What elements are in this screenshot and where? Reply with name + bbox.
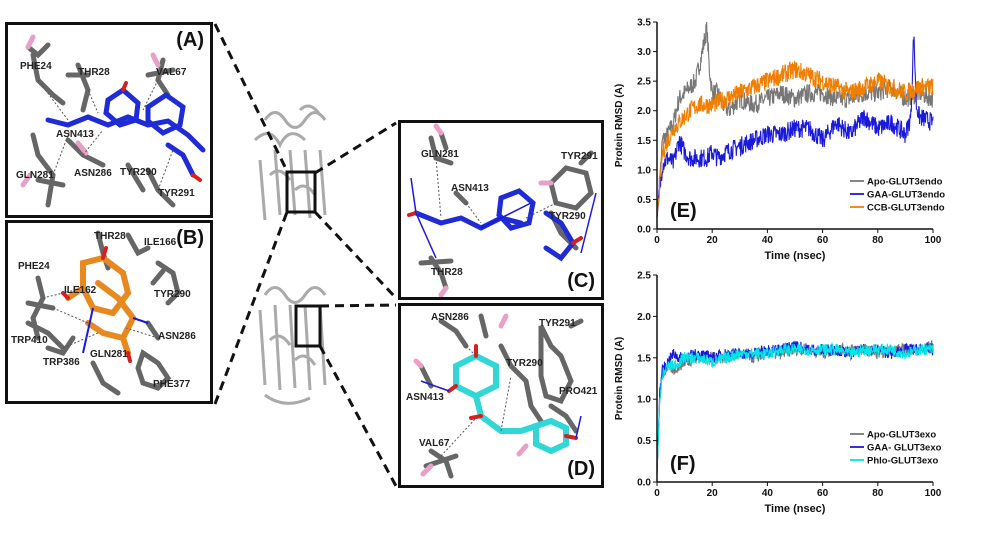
panel-c-binding-site: (C) GLN281 TYR291 ASN413 TYR290 THR28 [398,120,604,300]
x-tick-label: 0 [654,488,660,499]
y-tick-label: 2.0 [637,106,651,117]
residue-label: TYR291 [561,151,598,162]
panel-d-structure-drawing [413,313,584,479]
x-tick-label: 80 [872,488,884,499]
residue-label: ASN413 [451,183,489,194]
y-tick-label: 1.5 [637,353,651,364]
y-tick-label: 0.5 [637,436,651,447]
y-tick-label: 0.0 [637,225,651,236]
y-tick-label: 2.5 [637,271,651,282]
residue-label: THR28 [78,67,110,78]
x-tick-label: 20 [707,235,719,246]
x-axis-label: Time (nsec) [765,503,826,515]
residue-label: PHE24 [20,61,52,72]
y-axis-label: Protein RMSD (A) [614,337,625,420]
y-tick-label: 3.0 [637,47,651,58]
series-line-CCB-GLUT3endo [656,60,934,218]
x-tick-label: 100 [925,235,942,246]
residue-label: THR28 [94,231,126,242]
panel-b-binding-site: (B) THR28 ILE166 PHE24 ILE162 TYR290 TRP… [5,220,213,404]
residue-label: GLN281 [421,149,459,160]
legend-label: GAA-GLUT3endo [867,190,945,201]
residue-label: TYR290 [154,289,191,300]
panel-b-structure-drawing [25,230,181,396]
legend-label: GAA- GLUT3exo [867,443,942,454]
chart-panel-label: (F) [670,453,696,475]
series-line-Phlo-GLUT3exo [656,341,934,474]
x-tick-label: 60 [817,235,829,246]
x-tick-label: 40 [762,488,774,499]
panel-c-structure-drawing [407,123,597,297]
y-tick-label: 1.5 [637,136,651,147]
panel-a-binding-site: (A) PHE24 THR28 VAL67 ASN413 GLN281 ASN2… [5,22,213,218]
y-tick-label: 3.5 [637,18,651,29]
residue-label: ASN286 [431,312,469,323]
y-tick-label: 0.0 [637,478,651,489]
x-tick-label: 20 [707,488,719,499]
y-tick-label: 1.0 [637,395,651,406]
x-axis-label: Time (nsec) [765,250,826,262]
panel-d-label: (D) [567,458,595,480]
y-tick-label: 2.5 [637,77,651,88]
residue-label: ASN286 [74,168,112,179]
legend-label: CCB-GLUT3endo [867,203,945,214]
residue-label: ILE162 [64,285,97,296]
residue-label: ILE166 [144,237,177,248]
residue-label: GLN281 [16,170,54,181]
legend-label: Apo-GLUT3endo [867,177,943,188]
y-tick-label: 2.0 [637,312,651,323]
x-tick-label: 100 [925,488,942,499]
residue-label: THR28 [431,267,463,278]
legend-label: Phlo-GLUT3exo [867,456,938,467]
x-tick-label: 60 [817,488,829,499]
panel-b-label: (B) [176,227,204,249]
chart-f-rmsd-exo: (F) 0 20 40 60 80 100 0.0 0.5 1.0 1.5 2.0 2.5 Time (n… [614,271,942,516]
legend-label: Apo-GLUT3exo [867,430,936,441]
residue-label: TYR291 [539,318,576,329]
chart-legend: Apo-GLUT3exo GAA- GLUT3exo Phlo-GLUT3exo [850,430,942,467]
chart-legend: Apo-GLUT3endo GAA-GLUT3endo CCB-GLUT3endo [850,177,945,214]
residue-label: TRP410 [11,335,48,346]
residue-label: TYR290 [549,211,586,222]
y-tick-label: 0.5 [637,195,651,206]
selection-box-bottom [294,304,322,348]
residue-label: ASN413 [406,392,444,403]
residue-label: TRP386 [43,357,80,368]
y-tick-label: 1.0 [637,165,651,176]
residue-label: ASN413 [56,129,94,140]
panel-a-structure-drawing [20,34,206,208]
x-tick-label: 80 [872,235,884,246]
residue-label: PHE24 [18,261,50,272]
panel-c-label: (C) [567,270,595,292]
chart-panel-label: (E) [670,200,697,222]
residue-label: ASN286 [158,331,196,342]
residue-label: VAL67 [419,438,450,449]
panel-d-binding-site: (D) ASN286 TYR291 TYR290 ASN413 PRO421 V… [398,303,604,488]
protein-overview-drawing [213,23,398,487]
residue-label: TYR290 [506,358,543,369]
residue-label: VAL67 [156,67,187,78]
residue-label: PHE377 [153,379,191,390]
residue-label: PRO421 [559,386,598,397]
selection-box-top [285,170,317,214]
panel-a-label: (A) [176,29,204,51]
x-tick-label: 40 [762,235,774,246]
y-axis-label: Protein RMSD (A) [614,84,625,167]
residue-label: TYR291 [158,188,195,199]
protein-bottom-structure [258,286,327,405]
x-tick-label: 0 [654,235,660,246]
chart-e-rmsd-endo: (E) 0 20 40 60 80 100 0.0 0.5 1.0 1.5 2.0 2.5 3.0 3.5 T… [614,18,945,263]
residue-label: TYR290 [120,167,157,178]
series-line-GAA-GLUT3endo [656,36,934,218]
residue-label: GLN281 [90,349,128,360]
